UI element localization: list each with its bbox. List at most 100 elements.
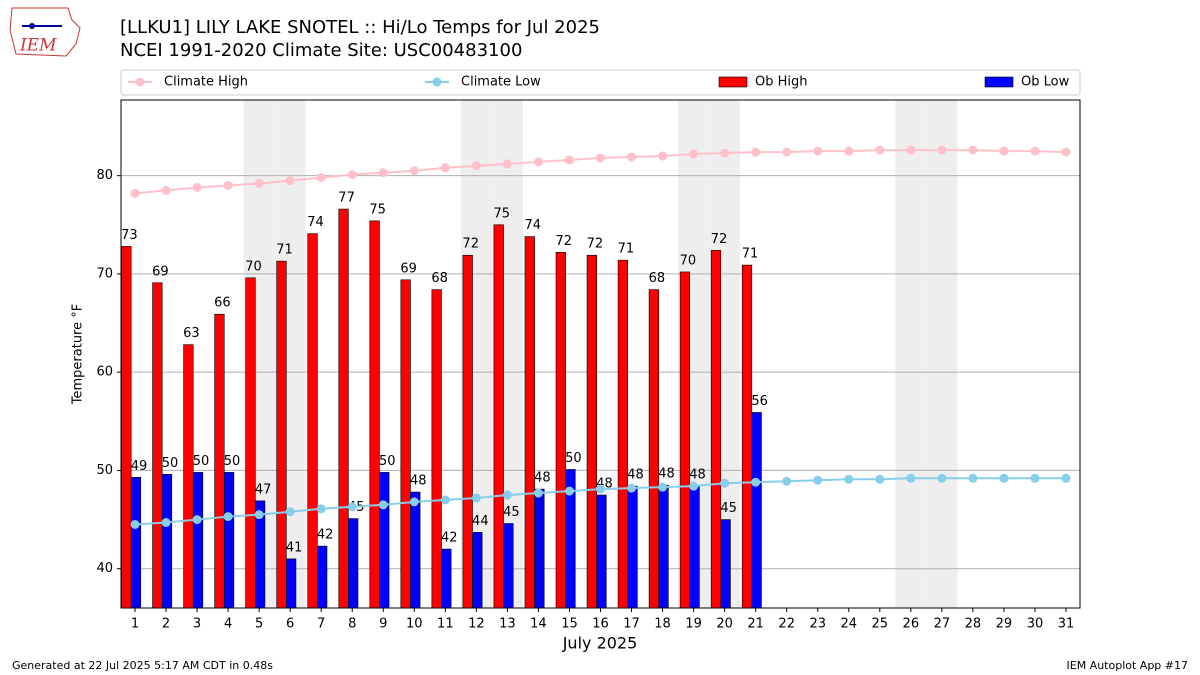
footer-left: Generated at 22 Jul 2025 5:17 AM CDT in … [12,659,273,672]
logo-dot [29,23,35,29]
bar [462,254,473,609]
line-marker [658,482,668,492]
x-tick-label: 26 [903,617,920,632]
line-marker [906,473,916,483]
line-marker [223,180,233,190]
data-label: 48 [658,467,675,482]
x-tick-label: 29 [996,617,1013,632]
line-marker [689,149,699,159]
data-label: 66 [214,296,231,311]
x-tick-label: 17 [623,617,640,632]
bar [183,344,194,609]
line-marker [689,481,699,491]
bar [245,277,256,609]
line-marker [968,145,978,155]
x-tick-label: 15 [561,617,578,632]
legend-label: Climate High [164,75,248,90]
chart-title: [LLKU1] LILY LAKE SNOTEL :: Hi/Lo Temps … [120,17,600,38]
line-marker [130,519,140,529]
line-marker [782,476,792,486]
data-label: 74 [307,215,324,230]
line-marker [285,176,295,186]
data-label: 47 [255,482,272,497]
line-marker [347,502,357,512]
data-label: 44 [472,514,489,529]
bar [741,264,753,609]
bar [596,494,607,609]
bar [130,477,142,609]
line-marker [813,475,823,485]
data-label: 42 [317,528,334,543]
bar [751,412,762,609]
bar [400,279,411,609]
data-label: 42 [441,531,458,546]
data-label: 72 [587,237,604,252]
line-marker [751,147,761,157]
line-marker [875,474,885,484]
bar [317,545,328,609]
line-marker [751,477,761,487]
x-tick-label: 21 [747,617,764,632]
line-marker [223,512,233,522]
data-label: 72 [556,234,573,249]
data-label: 72 [711,232,728,247]
bar [524,236,535,609]
line-marker [161,518,171,528]
x-tick-label: 9 [379,617,387,632]
bar [161,474,173,609]
x-tick-label: 14 [530,617,547,632]
line-marker [875,145,885,155]
line-marker [1030,146,1040,156]
line-marker [564,486,574,496]
bar [121,246,132,609]
y-tick-label: 50 [96,463,113,478]
data-label: 56 [751,394,768,409]
line-marker [161,185,171,195]
data-label: 50 [162,456,179,471]
data-label: 63 [183,326,200,341]
line-marker [844,474,854,484]
footer-right: IEM Autoplot App #17 [1067,659,1189,672]
x-axis-label: July 2025 [562,634,638,653]
data-label: 71 [742,247,759,262]
x-tick-label: 24 [840,617,857,632]
line-marker [658,151,668,161]
legend-box [120,69,1081,96]
line-marker [1061,147,1071,157]
line-marker [533,157,543,167]
line-marker [192,182,202,192]
x-tick-label: 5 [255,617,263,632]
data-label: 77 [338,191,355,206]
bar [627,485,638,609]
bar [223,472,235,609]
logo: IEM [9,7,81,57]
x-tick-label: 31 [1058,617,1075,632]
x-tick-label: 8 [348,617,356,632]
data-label: 48 [410,474,427,489]
data-label: 41 [286,540,303,555]
legend-marker [135,77,145,87]
line-marker [999,473,1009,483]
x-tick-label: 1 [131,617,139,632]
bar [276,260,287,609]
line-marker [999,146,1009,156]
line-marker [502,159,512,169]
legend-swatch [718,76,748,88]
legend-swatch [984,76,1014,88]
bar [648,289,660,609]
x-tick-label: 4 [224,617,232,632]
bar [689,485,700,609]
data-label: 71 [276,243,293,258]
data-label: 48 [534,471,551,486]
data-label: 74 [525,218,542,233]
legend-label: Ob Low [1021,75,1070,90]
x-tick-label: 30 [1027,617,1044,632]
line-marker [440,495,450,505]
legend-label: Ob High [755,75,808,90]
weekend-shade [895,100,927,608]
data-label: 69 [400,261,417,276]
x-tick-label: 27 [934,617,951,632]
line-marker [471,161,481,171]
data-label: 45 [503,505,520,520]
